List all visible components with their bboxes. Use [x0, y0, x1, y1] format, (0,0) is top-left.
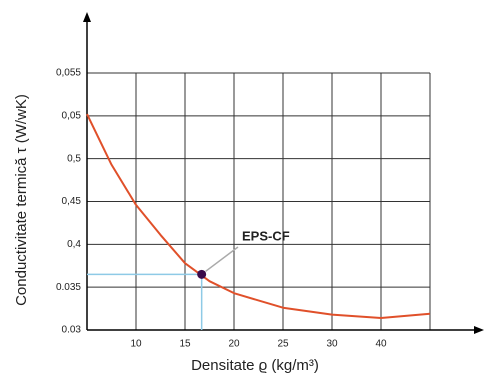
x-tick-label: 40: [375, 339, 387, 350]
x-axis-arrow: [474, 326, 484, 334]
y-tick-label: 0,5: [67, 153, 81, 164]
y-tick-label: 0.03: [62, 325, 82, 336]
x-tick-label: 20: [228, 339, 240, 350]
curve: [86, 113, 431, 320]
annotation-pointer: [205, 246, 239, 272]
y-tick-label: 0,45: [62, 196, 82, 207]
x-axis-label: Densitate ϱ (kg/m³): [191, 357, 319, 374]
data-point: [197, 269, 207, 279]
y-tick-label: 0,055: [56, 68, 81, 79]
y-tick-label: 0,05: [62, 110, 82, 121]
x-tick-label: 15: [179, 339, 191, 350]
annotation: EPS-CF: [242, 228, 290, 243]
y-axis-arrow: [83, 12, 91, 22]
x-tick-label: 30: [326, 339, 338, 350]
y-tick-label: 0,4: [67, 239, 81, 250]
x-tick-label: 10: [130, 339, 142, 350]
y-axis-label: Conductivitate termică τ (W/wK): [13, 94, 30, 306]
x-tick-label: 25: [277, 339, 289, 350]
y-tick-label: 0.035: [56, 282, 81, 293]
